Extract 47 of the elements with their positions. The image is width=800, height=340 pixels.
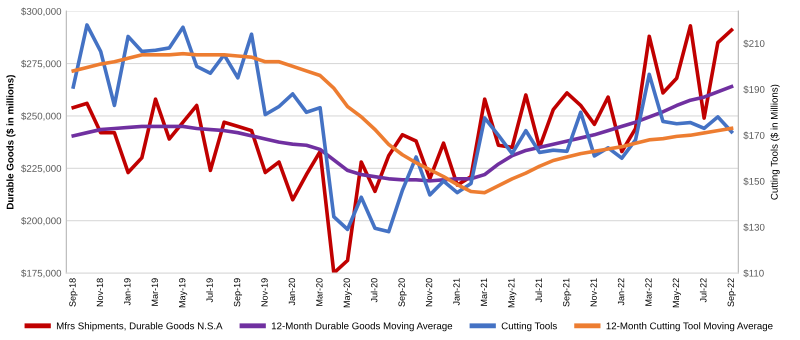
x-tick-label: Jan-19 [124, 278, 131, 306]
y-tick-label: $275,000 [21, 60, 62, 68]
y2-axis-title: Cutting Tools ($ in Millions) [770, 84, 780, 200]
x-tick-label: Jul-19 [206, 278, 213, 302]
x-tick-label: Nov-18 [96, 278, 104, 306]
line-series [71, 24, 734, 274]
legend-label: Cutting Tools [502, 322, 557, 332]
x-tick-label: Jan-21 [453, 278, 460, 306]
x-tick-label: Nov-21 [590, 278, 597, 306]
x-tick-label: Mar-21 [480, 278, 488, 306]
x-tick-label: Jan-20 [288, 278, 296, 306]
x-tick-label: Sep-21 [563, 278, 572, 307]
y-tick-label: $225,000 [21, 164, 62, 174]
y2-tick-label: $210 [743, 40, 765, 48]
y-tick-label: $200,000 [21, 216, 62, 226]
x-tick-label: May-22 [672, 278, 681, 308]
y2-tick-label: $190 [743, 86, 765, 94]
y2-tick-label: $130 [743, 223, 765, 232]
x-tick-label: Jul-22 [700, 278, 707, 302]
y-axis-title: Durable Goods ($ in millions) [6, 75, 16, 209]
x-tick-label: Jul-20 [370, 278, 378, 302]
legend-label: 12-Month Cutting Tool Moving Average [606, 322, 773, 332]
x-tick-label: Sep-19 [234, 278, 242, 307]
x-tick-label: Jul-21 [535, 278, 542, 302]
legend-label: Mfrs Shipments, Durable Goods N.S.A [56, 322, 223, 332]
line-series [71, 84, 734, 183]
x-tick-label: Sep-18 [69, 278, 78, 307]
x-tick-label: May-19 [179, 278, 188, 308]
y2-tick-label: $170 [743, 132, 765, 140]
x-tick-label: Nov-20 [426, 278, 432, 306]
x-tick-label: Nov-19 [261, 278, 268, 306]
x-tick-label: Mar-19 [152, 278, 158, 306]
x-tick-label: Jan-22 [618, 278, 624, 306]
x-tick-label: Sep-22 [728, 278, 736, 307]
legend-label: 12-Month Durable Goods Moving Average [272, 322, 452, 332]
y-tick-label: $250,000 [21, 112, 62, 121]
x-tick-label: Sep-20 [398, 278, 407, 307]
x-tick-label: May-20 [344, 278, 352, 308]
y2-tick-label: $150 [743, 177, 765, 186]
y-tick-label: $300,000 [21, 8, 62, 16]
y2-tick-label: $110 [743, 269, 764, 278]
y-tick-label: $175,000 [21, 269, 62, 278]
line-series [71, 52, 734, 194]
x-tick-label: May-21 [508, 278, 516, 308]
x-tick-label: Mar-22 [645, 278, 652, 306]
line-series [71, 23, 734, 234]
x-tick-label: Mar-20 [316, 278, 323, 306]
